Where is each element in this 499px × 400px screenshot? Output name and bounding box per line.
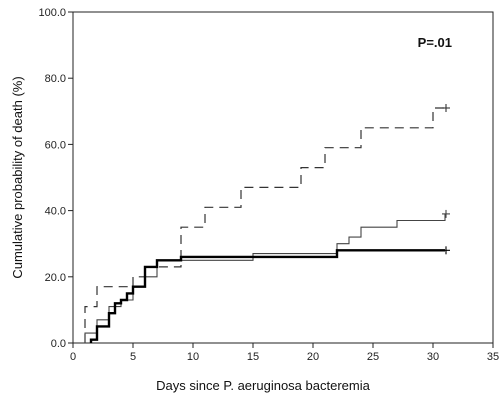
p-value-annotation: P=.01 xyxy=(418,35,452,50)
x-tick-label: 25 xyxy=(367,351,379,363)
x-tick-label: 15 xyxy=(247,351,259,363)
x-tick-label: 35 xyxy=(487,351,499,363)
x-axis-title: Days since P. aeruginosa bacteremia xyxy=(156,378,370,393)
y-tick-label: 60.0 xyxy=(45,139,66,151)
y-tick-label: 20.0 xyxy=(45,272,66,284)
y-tick-label: 0.0 xyxy=(51,338,66,350)
x-tick-label: 30 xyxy=(427,351,439,363)
y-tick-label: 80.0 xyxy=(45,73,66,85)
survival-curve-2 xyxy=(84,213,446,343)
x-tick-label: 20 xyxy=(307,351,319,363)
y-tick-label: 40.0 xyxy=(45,206,66,218)
survival-curve-1 xyxy=(84,107,445,343)
x-tick-label: 5 xyxy=(130,351,136,363)
plot-area: 0 5 10 15 20 25 30 35 0.0 20.0 40.0 60.0 80.0 100.0 xyxy=(38,7,499,363)
x-tick-label: 10 xyxy=(187,351,199,363)
y-tick-label: 100.0 xyxy=(38,7,66,19)
y-axis-title: Cumulative probability of death (%) xyxy=(10,76,25,278)
y-axis-title-group: Cumulative probability of death (%) xyxy=(10,76,25,278)
plot-frame xyxy=(72,11,494,344)
x-tick-label: 0 xyxy=(70,351,76,363)
survival-curve-3 xyxy=(89,249,445,343)
